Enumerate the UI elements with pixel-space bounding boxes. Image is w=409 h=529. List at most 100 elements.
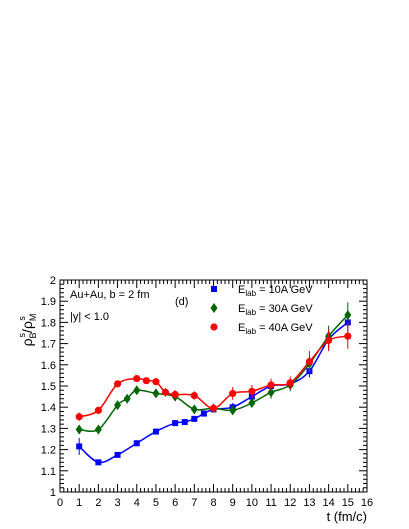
legend-entry-label: Elab = 10A GeV — [238, 284, 313, 298]
data-point — [75, 424, 83, 435]
data-point — [344, 309, 352, 320]
data-point — [171, 390, 179, 399]
legend-entry-label: Elab = 30A GeV — [238, 303, 313, 317]
y-tick-label: 1.5 — [41, 381, 56, 393]
data-point — [133, 385, 141, 396]
x-tick-label: 16 — [361, 497, 373, 509]
annotation-system: Au+Au, b = 2 fm — [70, 289, 150, 301]
data-point — [229, 389, 237, 398]
y-axis-label: ρBs/ρMs — [17, 314, 38, 347]
x-tick-label: 7 — [191, 497, 197, 509]
x-tick-label: 9 — [230, 497, 236, 509]
data-point — [190, 404, 198, 415]
y-tick-label: 1.4 — [41, 402, 56, 414]
y-tick-label: 1.8 — [41, 317, 56, 329]
tick-labels: 0 1 2 3 4 5 6 7 8 9 10 11 12 13 14 15 1611.11.21.31.41.5… — [41, 275, 373, 509]
data-point — [190, 391, 198, 400]
legend-value: = 10A GeV — [256, 284, 313, 296]
legend-e: E — [238, 284, 245, 296]
y-label-rho-m: ρ — [19, 321, 35, 329]
x-tick-label: 8 — [210, 497, 216, 509]
data-point — [248, 387, 256, 395]
y-label-sub-b: B — [28, 332, 38, 338]
data-point — [209, 404, 218, 412]
legend-entry-label: Elab = 40A GeV — [238, 322, 313, 336]
data-point — [133, 374, 141, 383]
x-tick-label: 3 — [115, 497, 121, 509]
data-point — [200, 410, 207, 417]
data-point — [113, 380, 122, 388]
data-point — [123, 393, 131, 404]
data-point — [172, 420, 179, 427]
y-tick-label: 1.1 — [41, 466, 56, 478]
data-point — [152, 378, 160, 386]
y-tick-label: 1.6 — [41, 360, 56, 372]
x-tick-label: 13 — [303, 497, 315, 509]
data-point — [94, 406, 102, 414]
legend-sub: lab — [245, 327, 256, 336]
legend-e: E — [238, 322, 245, 334]
svg-text:ρBs/ρMs: ρBs/ρMs — [17, 314, 38, 347]
y-tick-label: 1.9 — [41, 296, 56, 308]
data-point — [191, 415, 198, 422]
x-tick-label: 11 — [265, 497, 276, 509]
y-tick-label: 1.2 — [41, 445, 56, 457]
data-point — [152, 428, 159, 435]
panel-label: (d) — [175, 296, 188, 308]
legend-sub: lab — [245, 289, 256, 298]
y-label-slash: / — [19, 329, 35, 333]
x-tick-label: 4 — [134, 497, 140, 509]
x-axis-label: t (fm/c) — [327, 509, 367, 524]
data-point — [133, 440, 140, 447]
annotation-rapidity: |y| < 1.0 — [70, 311, 109, 323]
y-tick-label: 1.3 — [41, 423, 56, 435]
data-point — [344, 332, 352, 340]
data-point — [325, 336, 333, 345]
y-label-sup-s-right: s — [17, 316, 27, 321]
y-tick-label: 1.7 — [41, 339, 56, 351]
data-point — [181, 419, 188, 426]
legend-sub: lab — [245, 308, 256, 317]
legend-marker — [210, 303, 218, 313]
x-tick-label: 2 — [95, 497, 101, 509]
data-point — [152, 388, 160, 399]
x-tick-label: 12 — [284, 497, 296, 509]
y-tick-label: 1 — [50, 487, 56, 499]
series-markers — [75, 302, 352, 466]
data-point — [267, 387, 275, 398]
series-curves — [78, 314, 349, 464]
data-point — [229, 405, 237, 416]
x-tick-label: 0 — [57, 497, 63, 509]
data-point — [286, 379, 294, 387]
data-point — [142, 377, 150, 385]
y-label-rho-b: ρ — [19, 338, 35, 346]
data-point — [161, 388, 170, 396]
y-label-sub-m: M — [28, 314, 38, 322]
y-tick-label: 2 — [50, 275, 56, 287]
data-point — [267, 381, 275, 389]
data-point — [75, 413, 83, 421]
legend-marker — [211, 286, 217, 292]
legend-marker — [210, 323, 218, 331]
data-point — [114, 400, 122, 411]
data-point — [94, 424, 102, 435]
axis-ticks — [59, 279, 368, 493]
data-point — [114, 451, 121, 458]
data-point — [95, 459, 102, 466]
y-label-sup-s-left: s — [17, 332, 27, 337]
data-point — [76, 443, 83, 450]
x-tick-label: 5 — [153, 497, 159, 509]
data-point — [305, 358, 314, 366]
series-line-1 — [79, 314, 349, 432]
series-line-0 — [78, 321, 349, 464]
x-tick-label: 14 — [323, 497, 335, 509]
legend-e: E — [238, 303, 245, 315]
legend-value: = 30A GeV — [256, 303, 313, 315]
x-tick-label: 15 — [342, 497, 354, 509]
x-tick-label: 1 — [76, 497, 82, 509]
x-tick-label: 6 — [172, 497, 178, 509]
legend-value: = 40A GeV — [256, 322, 313, 334]
data-point — [248, 397, 256, 408]
